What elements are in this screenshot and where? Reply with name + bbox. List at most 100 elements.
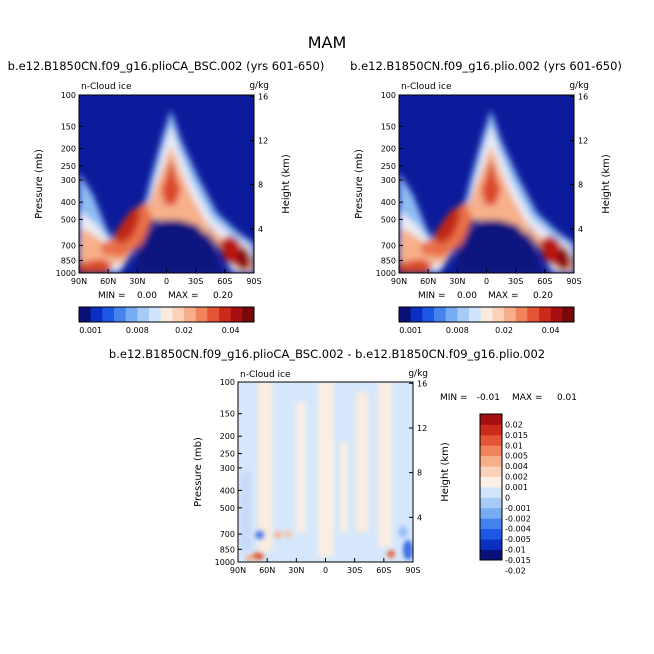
y-tick-label: 200: [220, 432, 235, 441]
colorbar-swatch: [242, 307, 255, 322]
colorbar-label: -0.005: [505, 535, 531, 544]
field-stripe-positive: [318, 382, 334, 557]
field-stripe-positive: [258, 382, 272, 552]
y-tick-label: 700: [61, 241, 76, 250]
y-tick-label: 100: [220, 378, 235, 387]
colorbar-swatch: [469, 307, 482, 322]
x-tick-label: 60S: [376, 566, 391, 575]
y-tick-label: 400: [381, 198, 396, 207]
x-tick-label: 30S: [188, 277, 203, 286]
y-axis-label-right: Height (km): [440, 442, 451, 502]
y-tick-label: 850: [61, 256, 76, 265]
y-tick-label: 250: [61, 162, 76, 171]
panel-difference: b.e12.B1850CN.f09_g16.plioCA_BSC.002 - b…: [109, 347, 577, 575]
field-stripe-positive: [356, 392, 368, 532]
y-axis-label: Pressure (mb): [193, 437, 204, 507]
y-tick-label-right: 4: [258, 225, 263, 234]
field-stripe-positive: [378, 382, 392, 547]
colorbar-label: -0.004: [505, 525, 531, 534]
units-label: g/kg: [249, 81, 269, 91]
colorbar-swatch: [434, 307, 447, 322]
colorbar-swatch: [539, 307, 552, 322]
x-tick-label: 90S: [246, 277, 261, 286]
x-tick-label: 30S: [347, 566, 362, 575]
colorbar-label: 0.001: [79, 326, 102, 335]
y-tick-label: 150: [61, 122, 76, 131]
x-tick-label: 30N: [288, 566, 304, 575]
x-tick-label: 30S: [508, 277, 523, 286]
field-core-far-south: [237, 245, 251, 270]
y-axis-label-right: Height (km): [281, 154, 292, 214]
colorbar-swatch: [207, 307, 220, 322]
y-tick-label: 300: [381, 176, 396, 185]
min-label: MIN =: [98, 291, 126, 301]
variable-label: n-Cloud ice: [240, 370, 291, 380]
y-tick-label: 700: [220, 530, 235, 539]
y-tick-label-right: 4: [578, 225, 583, 234]
x-tick-label: 60S: [537, 277, 552, 286]
y-tick-label: 850: [381, 256, 396, 265]
colorbar-swatch: [480, 497, 502, 509]
colorbar-swatch: [504, 307, 517, 322]
y-ticks: 100 150 200 250 300 400 500 700 850 1000: [56, 91, 83, 278]
y-tick-label: 700: [381, 241, 396, 250]
max-value: 0.01: [557, 393, 577, 403]
min-value: 0.00: [457, 291, 477, 301]
colorbar-label: 0: [505, 493, 510, 502]
y-ticks: 100 150 200 250 300 400 500 700 850 1000: [215, 378, 242, 567]
colorbar-swatch: [160, 307, 173, 322]
heatmap-field: [399, 95, 574, 273]
y-axis-label: Pressure (mb): [354, 149, 365, 219]
field-spot-blue: [403, 540, 413, 560]
y-tick-label-right: 12: [417, 424, 427, 433]
colorbar-swatch: [410, 307, 423, 322]
x-ticks: 90N 60N 30N 0 30S 60S 90S: [391, 269, 582, 286]
heatmap-field: [238, 382, 413, 562]
colorbar-swatch: [445, 307, 458, 322]
x-tick-label: 60N: [100, 277, 116, 286]
colorbar-label: 0.004: [505, 462, 528, 471]
panel-plio: b.e12.B1850CN.f09_g16.plio.002 (yrs 601-…: [350, 59, 622, 335]
colorbar-swatch: [195, 307, 208, 322]
colorbar-label: 0.01: [505, 441, 523, 450]
colorbar-swatch: [492, 307, 505, 322]
colorbar-swatch: [457, 307, 470, 322]
colorbar-swatch: [125, 307, 138, 322]
variable-label: n-Cloud ice: [81, 82, 132, 92]
colorbar-frame: [479, 413, 503, 561]
x-tick-label: 30N: [449, 277, 465, 286]
colorbar-swatch: [515, 307, 528, 322]
colorbar-swatch: [480, 487, 502, 498]
colorbar-swatch: [527, 307, 540, 322]
y-ticks: 100 150 200 250 300 400 500 700 850 1000: [376, 91, 403, 278]
colorbar-label: 0.02: [495, 326, 513, 335]
colorbar-swatch: [230, 307, 243, 322]
y-tick-label: 500: [61, 215, 76, 224]
y-axis-label-right: Height (km): [601, 154, 612, 214]
min-label: MIN =: [440, 393, 468, 403]
field-spot-blue: [255, 530, 265, 540]
colorbar-swatch: [137, 307, 150, 322]
colorbar-labels: 0.001 0.008 0.02 0.04: [79, 326, 239, 335]
x-tick-label: 0: [164, 277, 169, 286]
field-spot-peach: [284, 530, 292, 538]
colorbar-swatch: [480, 307, 493, 322]
y-tick-label: 300: [61, 176, 76, 185]
x-tick-label: 90N: [230, 566, 246, 575]
field-dome: [454, 220, 541, 273]
colorbar-labels: 0.001 0.008 0.02 0.04: [399, 326, 559, 335]
heatmap-field: [79, 95, 254, 273]
colorbar: [479, 413, 503, 561]
y-ticks-right: 16 12 8 4: [409, 379, 427, 522]
y-ticks-right: 16 12 8 4: [570, 92, 588, 234]
max-label: MAX =: [168, 291, 199, 301]
colorbar-swatch: [480, 424, 502, 436]
y-tick-label-right: 16: [258, 92, 268, 101]
colorbar-label: 0.02: [505, 420, 523, 429]
min-value: 0.00: [137, 291, 157, 301]
min-label: MIN =: [418, 291, 446, 301]
x-tick-label: 60S: [217, 277, 232, 286]
y-tick-label-right: 16: [578, 92, 588, 101]
field-dome: [134, 220, 221, 273]
